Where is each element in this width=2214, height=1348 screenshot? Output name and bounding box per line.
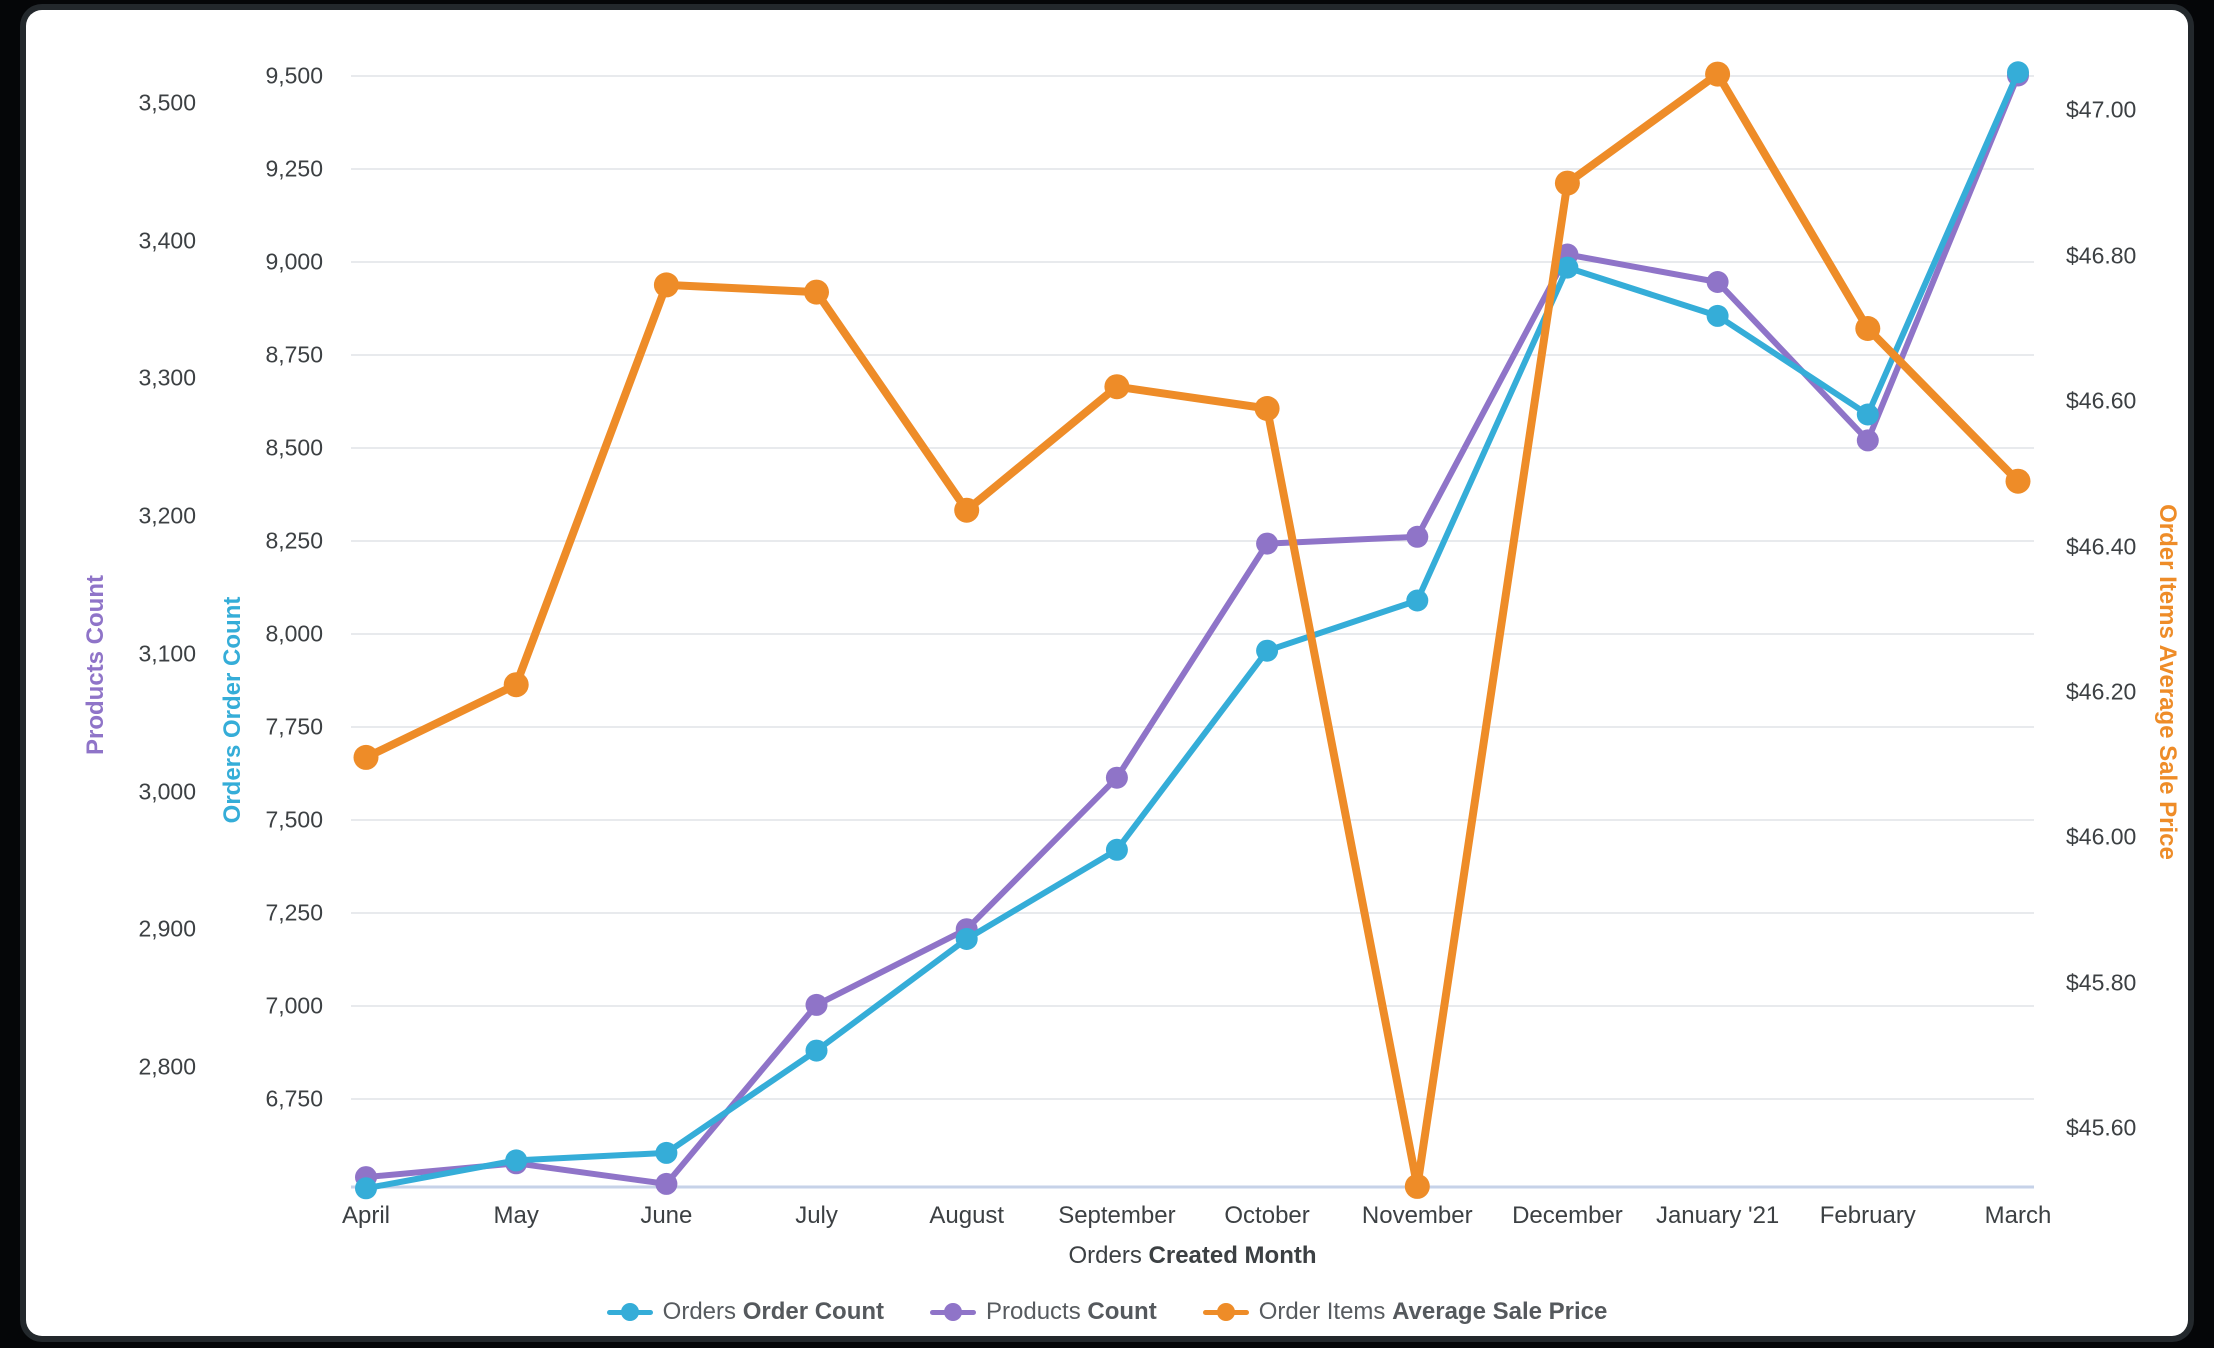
line-chart-plot [351, 61, 2034, 1200]
legend: Orders Order Count Products Count Order … [26, 1298, 2188, 1326]
data-point-orders[interactable] [2007, 61, 2029, 84]
data-point-products[interactable] [1856, 429, 1879, 452]
chart-card: 3,500 3,400 3,300 3,200 3,100 3,000 2,900 2,800… [26, 10, 2188, 1336]
legend-marker-orders-icon [606, 1302, 653, 1322]
series-line-orders [363, 69, 2021, 1192]
axis-title-orders: Orders Order Count [219, 596, 246, 824]
data-point-orders[interactable] [355, 1177, 377, 1200]
data-point-price[interactable] [1705, 61, 1731, 87]
data-point-price[interactable] [954, 497, 980, 523]
axis-title-x: Orders Created Month [351, 1242, 2034, 1270]
data-point-price[interactable] [1104, 374, 1130, 400]
data-point-products[interactable] [1406, 525, 1429, 548]
data-point-price[interactable] [804, 279, 829, 305]
data-point-price[interactable] [1254, 396, 1280, 421]
legend-label-price: Order Items Average Sale Price [1258, 1298, 1608, 1325]
data-point-orders[interactable] [1556, 256, 1579, 279]
axis-title-x-bold: Created Month [1148, 1242, 1317, 1269]
series-products [355, 64, 2029, 1195]
data-point-orders[interactable] [655, 1141, 678, 1164]
data-point-orders[interactable] [955, 928, 978, 950]
legend-item-orders-order-count[interactable]: Orders Order Count [606, 1298, 885, 1326]
data-point-products[interactable] [1256, 532, 1279, 555]
legend-marker-products-icon [930, 1302, 977, 1322]
axis-title-price: Order Items Average Sale Price [2154, 504, 2181, 860]
series-line-products [363, 72, 2021, 1187]
data-point-products[interactable] [655, 1172, 678, 1195]
data-point-products[interactable] [1105, 766, 1128, 789]
legend-marker-price-icon [1202, 1302, 1249, 1322]
data-point-price[interactable] [1404, 1173, 1430, 1199]
data-point-price[interactable] [503, 672, 529, 698]
legend-item-average-sale-price[interactable]: Order Items Average Sale Price [1202, 1298, 1608, 1326]
data-point-orders[interactable] [505, 1149, 528, 1172]
data-point-orders[interactable] [1406, 589, 1429, 612]
data-point-products[interactable] [1706, 271, 1729, 293]
data-point-price[interactable] [653, 272, 679, 298]
axis-title-products: Products Count [82, 575, 109, 755]
data-point-price[interactable] [2005, 468, 2031, 494]
data-point-orders[interactable] [1856, 403, 1879, 426]
data-point-price[interactable] [1554, 170, 1580, 196]
data-point-orders[interactable] [805, 1039, 828, 1062]
gridlines [351, 75, 2034, 1100]
series-price [353, 61, 2031, 1199]
axis-title-x-regular: Orders [1068, 1242, 1142, 1269]
data-point-products[interactable] [805, 993, 828, 1016]
data-point-orders[interactable] [1706, 304, 1729, 327]
data-point-price[interactable] [1855, 316, 1881, 341]
legend-label-products: Products Count [986, 1298, 1157, 1325]
legend-label-orders: Orders Order Count [662, 1298, 885, 1325]
series-orders [355, 61, 2029, 1200]
data-point-price[interactable] [353, 744, 379, 770]
data-point-orders[interactable] [1256, 639, 1279, 662]
data-point-orders[interactable] [1105, 838, 1128, 861]
legend-item-products-count[interactable]: Products Count [930, 1298, 1157, 1326]
series-line-price [362, 70, 2022, 1191]
